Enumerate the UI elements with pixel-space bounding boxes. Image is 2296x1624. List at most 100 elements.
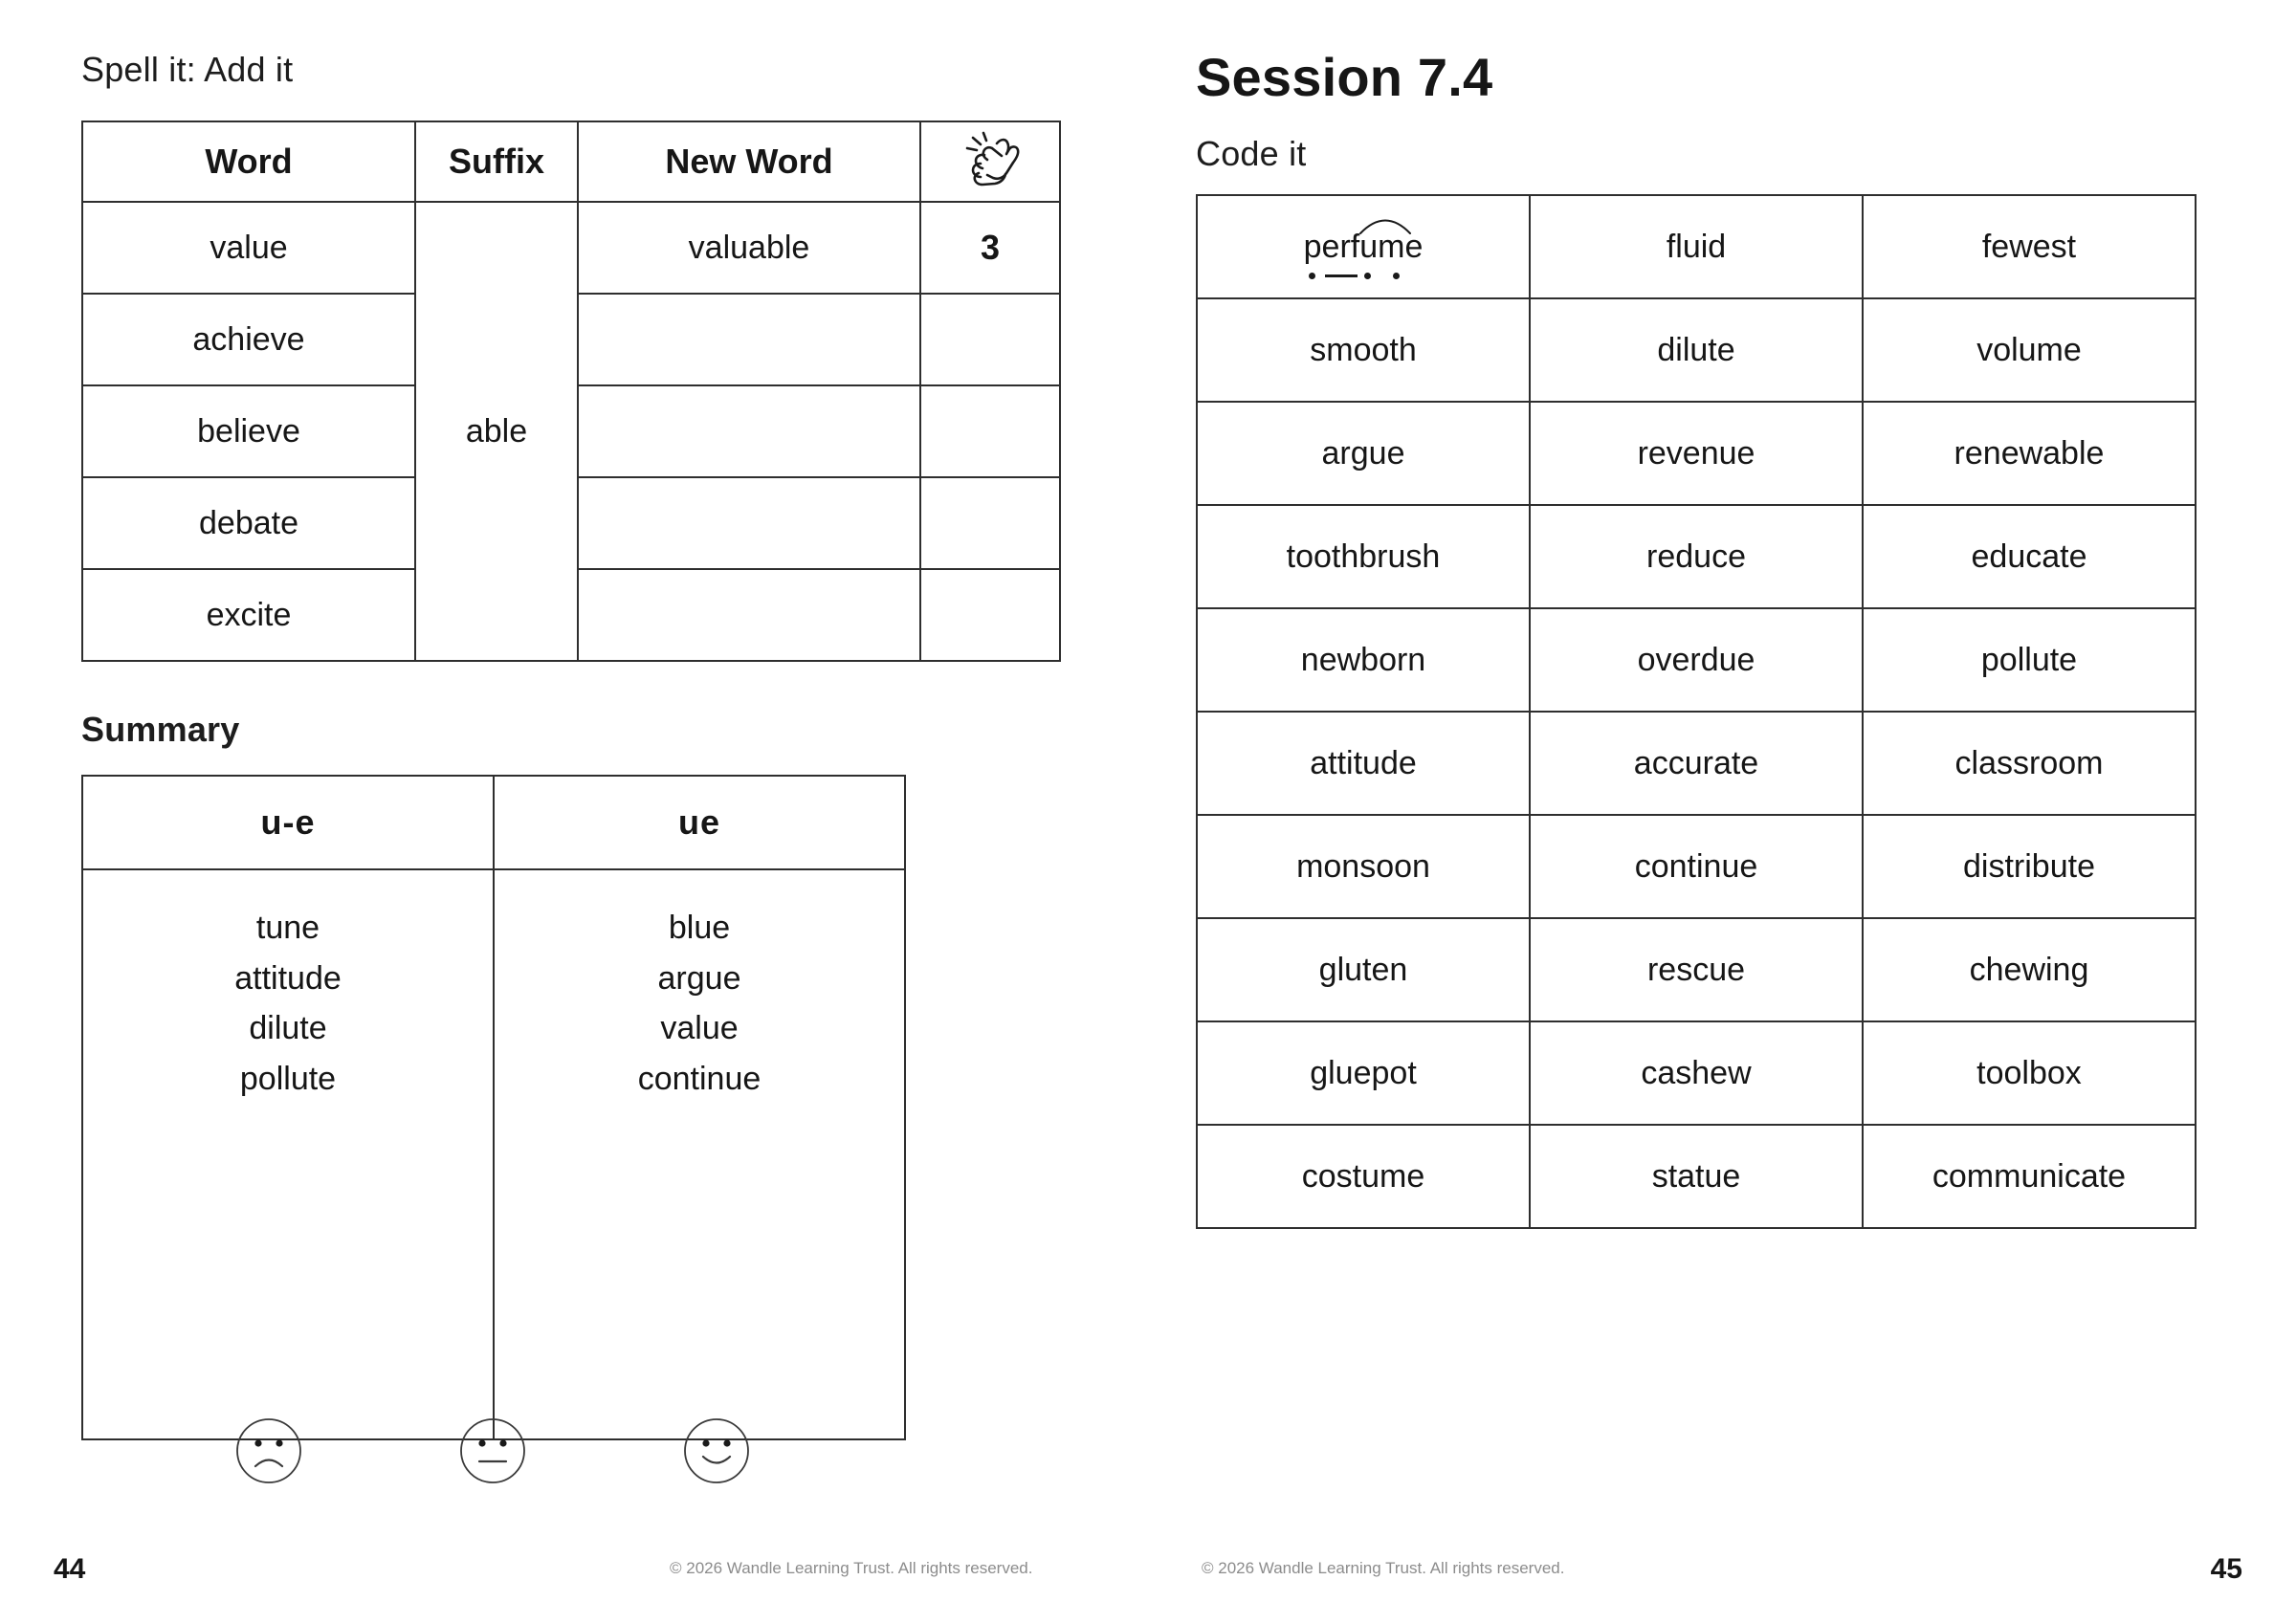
column-header-u-e: u-e bbox=[81, 775, 495, 870]
list-item: attitude bbox=[234, 959, 342, 997]
cell-ue-words[interactable]: blue argue value continue bbox=[493, 868, 906, 1440]
cell-word[interactable]: attitude bbox=[1196, 711, 1531, 816]
cell-syllable-count[interactable]: 3 bbox=[919, 201, 1061, 295]
word-list-ue: blue argue value continue bbox=[495, 903, 904, 1105]
left-page: Spell it: Add it Word Suffix New Word bbox=[54, 50, 1061, 1585]
column-header-new-word: New Word bbox=[577, 121, 921, 203]
cell-new-word[interactable] bbox=[577, 293, 921, 386]
cell-word-annotated[interactable]: perfume bbox=[1196, 194, 1531, 299]
table-row: debate bbox=[81, 476, 1061, 570]
cell-word[interactable]: fluid bbox=[1529, 194, 1864, 299]
page-number-right: 45 bbox=[2210, 1553, 2242, 1585]
happy-face-icon[interactable] bbox=[681, 1416, 752, 1486]
word-list-u-e: tune attitude dilute pollute bbox=[83, 903, 493, 1105]
summary-heading: Summary bbox=[81, 710, 240, 749]
table-row: costume statue communicate bbox=[1196, 1124, 2197, 1229]
cell-word[interactable]: communicate bbox=[1862, 1124, 2197, 1229]
cell-word[interactable]: overdue bbox=[1529, 607, 1864, 713]
cell-word[interactable]: toolbox bbox=[1862, 1020, 2197, 1126]
page-number-left: 44 bbox=[54, 1553, 86, 1585]
cell-new-word[interactable] bbox=[577, 568, 921, 662]
table-row: gluepot cashew toolbox bbox=[1196, 1020, 2197, 1126]
column-header-ue: ue bbox=[493, 775, 906, 870]
right-page: Session 7.4 Code it perfume bbox=[1148, 0, 2296, 1624]
cell-word[interactable]: newborn bbox=[1196, 607, 1531, 713]
cell-new-word[interactable] bbox=[577, 476, 921, 570]
cell-word[interactable]: debate bbox=[81, 476, 416, 570]
list-item: blue bbox=[668, 910, 731, 946]
cell-word[interactable]: classroom bbox=[1862, 711, 2197, 816]
word-text: perfume bbox=[1303, 228, 1424, 265]
cell-word[interactable]: believe bbox=[81, 384, 416, 478]
list-item: dilute bbox=[249, 1010, 327, 1047]
cell-word[interactable]: toothbrush bbox=[1196, 504, 1531, 609]
table-row: perfume fluid fewest bbox=[1196, 194, 2197, 299]
cell-word[interactable]: cashew bbox=[1529, 1020, 1864, 1126]
table-row: toothbrush reduce educate bbox=[1196, 504, 2197, 609]
table-row: attitude accurate classroom bbox=[1196, 711, 2197, 816]
cell-syllable-count[interactable] bbox=[919, 293, 1061, 386]
cell-word[interactable]: argue bbox=[1196, 401, 1531, 506]
spell-it-heading: Spell it: Add it bbox=[81, 50, 294, 89]
list-item: argue bbox=[657, 959, 741, 997]
cell-word[interactable]: rescue bbox=[1529, 917, 1864, 1022]
cell-syllable-count[interactable] bbox=[919, 384, 1061, 478]
table-row: achieve bbox=[81, 293, 1061, 386]
cell-word[interactable]: chewing bbox=[1862, 917, 2197, 1022]
table-header-row: Word Suffix New Word bbox=[81, 121, 1061, 203]
cell-word[interactable]: fewest bbox=[1862, 194, 2197, 299]
cell-new-word[interactable] bbox=[577, 384, 921, 478]
cell-syllable-count[interactable] bbox=[919, 476, 1061, 570]
list-item: continue bbox=[637, 1061, 762, 1098]
list-item: pollute bbox=[239, 1061, 337, 1098]
column-header-word: Word bbox=[81, 121, 416, 203]
phoneme-marks bbox=[1304, 263, 1424, 282]
cell-suffix: able bbox=[414, 201, 579, 662]
cell-word[interactable]: achieve bbox=[81, 293, 416, 386]
cell-word[interactable]: value bbox=[81, 201, 416, 295]
cell-new-word[interactable]: valuable bbox=[577, 201, 921, 295]
cell-word[interactable]: revenue bbox=[1529, 401, 1864, 506]
cell-word[interactable]: costume bbox=[1196, 1124, 1531, 1229]
cell-syllable-count[interactable] bbox=[919, 568, 1061, 662]
cell-word[interactable]: gluepot bbox=[1196, 1020, 1531, 1126]
cell-word[interactable]: pollute bbox=[1862, 607, 2197, 713]
cell-word[interactable]: volume bbox=[1862, 297, 2197, 403]
cell-word[interactable]: statue bbox=[1529, 1124, 1864, 1229]
summary-table: u-e ue tune attitude dilute pollute bbox=[81, 775, 906, 1440]
list-item: value bbox=[660, 1010, 739, 1047]
cell-word[interactable]: educate bbox=[1862, 504, 2197, 609]
cell-word[interactable]: monsoon bbox=[1196, 814, 1531, 919]
table-row: tune attitude dilute pollute blue argue … bbox=[81, 868, 906, 1440]
cell-word[interactable]: continue bbox=[1529, 814, 1864, 919]
sad-face-icon[interactable] bbox=[233, 1416, 304, 1486]
table-row: newborn overdue pollute bbox=[1196, 607, 2197, 713]
list-item: tune bbox=[255, 910, 320, 946]
cell-word[interactable]: smooth bbox=[1196, 297, 1531, 403]
table-row: value able valuable 3 bbox=[81, 201, 1061, 662]
cell-word[interactable]: dilute bbox=[1529, 297, 1864, 403]
table-row: argue revenue renewable bbox=[1196, 401, 2197, 506]
cell-word[interactable]: renewable bbox=[1862, 401, 2197, 506]
phoneme-dot-m bbox=[1392, 272, 1400, 279]
neutral-face-icon[interactable] bbox=[457, 1416, 528, 1486]
cell-word[interactable]: accurate bbox=[1529, 711, 1864, 816]
table-row: gluten rescue chewing bbox=[1196, 917, 2197, 1022]
phoneme-dot-f bbox=[1363, 272, 1371, 279]
table-row: excite bbox=[81, 568, 1061, 662]
spell-it-table: Word Suffix New Word bbox=[81, 121, 1061, 662]
session-title: Session 7.4 bbox=[1196, 47, 1493, 107]
clapping-hands-icon bbox=[921, 128, 1059, 196]
phoneme-dot-p bbox=[1308, 272, 1315, 279]
cell-u-e-words[interactable]: tune attitude dilute pollute bbox=[81, 868, 495, 1440]
annotated-word-perfume: perfume bbox=[1303, 219, 1424, 279]
column-header-suffix: Suffix bbox=[414, 121, 579, 203]
cell-word[interactable]: excite bbox=[81, 568, 416, 662]
copyright-right: © 2026 Wandle Learning Trust. All rights… bbox=[1202, 1559, 1565, 1577]
cell-word[interactable]: distribute bbox=[1862, 814, 2197, 919]
cell-word[interactable]: gluten bbox=[1196, 917, 1531, 1022]
table-row: monsoon continue distribute bbox=[1196, 814, 2197, 919]
table-header-row: u-e ue bbox=[81, 775, 906, 870]
cell-word[interactable]: reduce bbox=[1529, 504, 1864, 609]
